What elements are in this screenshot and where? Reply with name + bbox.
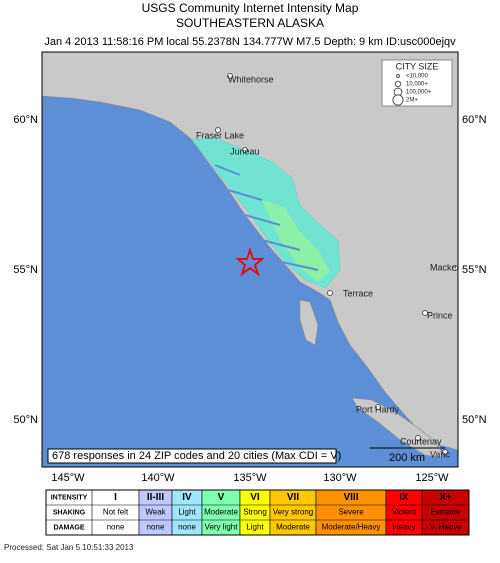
city-dot (422, 310, 428, 316)
city-label: Terrace (343, 288, 373, 298)
lon-label: 135°W (233, 472, 267, 484)
shaking-cell: Not felt (103, 508, 129, 517)
city-dot (242, 147, 248, 153)
damage-cell: none (178, 523, 196, 532)
size-label: 100,000+ (406, 90, 432, 96)
scale-label: 200 km (389, 452, 425, 464)
lat-label: 50°N (13, 414, 38, 426)
lat-label: 55°N (13, 264, 38, 276)
size-label: 10,000+ (406, 82, 428, 88)
shaking-cell: Light (178, 508, 196, 517)
shaking-cell: Severe (338, 508, 364, 517)
shaking-cell: Very strong (273, 508, 313, 517)
row-header: DAMAGE (53, 524, 84, 531)
city-label: Juneau (230, 146, 260, 156)
footer: Processed: Sat Jan 5 10:51:33 2013 (4, 543, 134, 552)
city-label: Whitehorse (228, 74, 274, 84)
map-frame (41, 51, 459, 468)
size-label: 2M+ (406, 98, 418, 104)
summary: 678 responses in 24 ZIP codes and 20 cit… (52, 450, 341, 462)
title: USGS Community Internet Intensity Map (142, 1, 359, 15)
city-dot (327, 290, 333, 296)
event-details: Jan 4 2013 11:58:16 PM local 55.2378N 13… (44, 36, 456, 48)
city-label: Macke (430, 262, 457, 272)
lat-label: 50°N (462, 414, 487, 426)
intensity-cell (315, 489, 387, 536)
intensity-cell (385, 489, 423, 536)
city-label: Courtenay (400, 436, 442, 446)
damage-cell: Heavy (393, 523, 416, 532)
intensity-cell: VIII (343, 492, 358, 503)
scale-bar: 200 km (370, 447, 445, 464)
row-header: INTENSITY (51, 494, 88, 501)
city-label: Vanc (430, 449, 450, 459)
intensity-cell: VII (287, 492, 299, 503)
damage-cell: Moderate/Heavy (322, 523, 381, 532)
row-header: SHAKING (53, 509, 86, 516)
map-area (42, 52, 458, 467)
haida-gwaii (299, 299, 319, 346)
intensity-cell: II-III (147, 492, 164, 503)
lat-label: 60°N (13, 114, 38, 126)
intensity-cell: VI (250, 492, 260, 503)
shaking-cell: Extreme (431, 508, 461, 517)
city-dot (452, 265, 458, 271)
intensity-cell (421, 489, 470, 536)
lon-label: 130°W (323, 472, 357, 484)
city-dot (215, 127, 221, 133)
damage-cell: Very light (205, 523, 239, 532)
size-symbol (396, 74, 400, 78)
lon-label: 145°W (51, 472, 85, 484)
vancouver-island (351, 397, 443, 459)
shaking-cell: Violent (392, 508, 417, 517)
lat-label: 60°N (462, 114, 487, 126)
table-frame (45, 489, 470, 536)
summary-box (47, 448, 337, 464)
lon-label: 140°W (141, 472, 175, 484)
legend-title: CITY SIZE (396, 61, 439, 71)
subtitle: SOUTHEASTERN ALASKA (176, 16, 324, 30)
size-symbol (394, 80, 402, 88)
city-dot (442, 449, 448, 455)
intensity-cell (269, 489, 317, 536)
size-label: <10,000 (406, 74, 429, 80)
city-dot (415, 435, 421, 441)
damage-cell: none (147, 523, 165, 532)
shaking-cell: Moderate (204, 508, 238, 517)
damage-cell: Moderate (276, 523, 310, 532)
city-dot (375, 404, 381, 410)
damage-cell: Light (246, 523, 264, 532)
shaking-cell: Strong (243, 508, 267, 517)
epicenter (235, 247, 265, 277)
city-dot (227, 73, 233, 79)
damage-cell: V. Heavy (430, 523, 462, 532)
intensity-cell: X+ (439, 492, 452, 503)
city-label: Port Hardy (356, 404, 400, 414)
city-label: Fraser Lake (196, 130, 244, 140)
inlet (214, 164, 319, 271)
felt-intensity-core (262, 200, 330, 282)
lon-label: 125°W (415, 472, 449, 484)
intensity-cell: IV (182, 492, 192, 503)
size-symbol (392, 94, 404, 106)
damage-cell: none (107, 523, 125, 532)
intensity-cell: I (114, 492, 117, 503)
shaking-cell: Weak (145, 508, 166, 517)
intensity-cell (91, 489, 140, 536)
intensity-cell: IX (399, 492, 409, 503)
city-size-legend: CITY SIZE <10,000 10,000+ 100,000+ 2M+ (381, 59, 453, 107)
intensity-cell: V (218, 492, 225, 503)
city-label: Prince (427, 310, 453, 320)
inlets (214, 164, 319, 271)
lat-label: 55°N (462, 264, 487, 276)
